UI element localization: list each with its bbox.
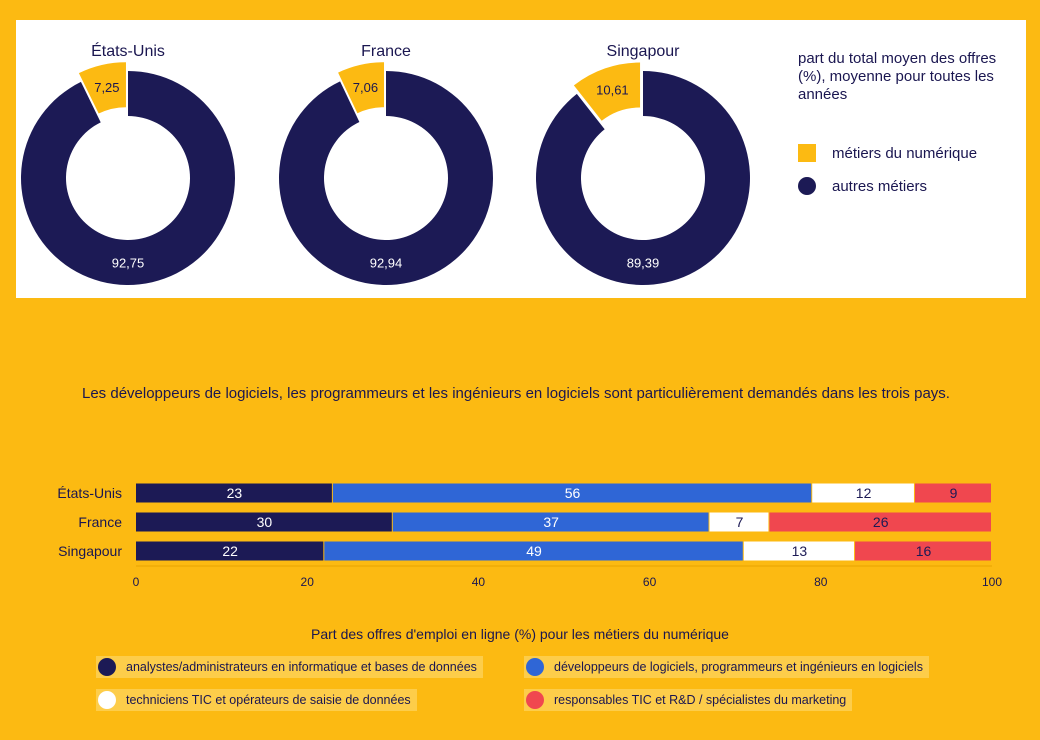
legend-swatch-digital xyxy=(798,144,816,162)
donut-label-digital: 10,61 xyxy=(596,83,629,98)
bar-segment-label: 49 xyxy=(526,543,542,559)
bar-segment xyxy=(743,541,855,561)
x-tick-label: 60 xyxy=(643,575,657,589)
bar-segment-label: 13 xyxy=(792,543,808,559)
donut-label-other: 89,39 xyxy=(627,256,660,271)
bar-legend-label-3: techniciens TIC et opérateurs de saisie … xyxy=(126,693,411,707)
donut-slice-digital xyxy=(78,62,126,114)
bar-legend-dot-1 xyxy=(98,658,116,676)
donut-slice-other xyxy=(279,71,494,285)
bar-segment-label: 16 xyxy=(916,543,932,559)
bar-legend-item-4: responsables TIC et R&D / spécialistes d… xyxy=(524,689,853,711)
bar-category-label: France xyxy=(78,514,122,530)
bar-segment-label: 23 xyxy=(227,485,243,501)
bar-segment-label: 22 xyxy=(222,543,238,559)
stacked-bar-chart: États-Unis 23 56 12 9 France 30 37 7 26 Singapour 2… xyxy=(57,483,1002,589)
x-tick-label: 40 xyxy=(472,575,486,589)
bar-segment-label: 26 xyxy=(873,514,889,530)
bar-legend-dot-2 xyxy=(526,658,544,676)
donut-label-digital: 7,06 xyxy=(353,80,378,95)
donut-slice-other xyxy=(20,71,235,285)
legend-label-other: autres métiers xyxy=(832,177,928,195)
bar-segment-label: 7 xyxy=(736,514,744,530)
donut-title: États-Unis xyxy=(91,41,165,60)
donut-1: États-Unis 7,25 92,75 xyxy=(20,41,235,285)
legend-swatch-other xyxy=(798,177,816,195)
bar-legend-dot-4 xyxy=(526,691,544,709)
donut-2: France 7,06 92,94 xyxy=(279,43,494,285)
x-tick-label: 0 xyxy=(133,575,140,589)
donut-title: France xyxy=(361,43,411,60)
donut-3: Singapour 10,61 89,39 xyxy=(536,43,751,285)
bar-segment xyxy=(136,483,332,503)
bar-segment xyxy=(324,541,743,561)
legend-item-digital: métiers du numérique xyxy=(798,144,977,162)
bar-chart-headline: Les développeurs de logiciels, les progr… xyxy=(82,385,950,402)
donut-label-digital: 7,25 xyxy=(94,80,119,95)
bar-legend-item-2: développeurs de logiciels, programmeurs … xyxy=(524,656,929,678)
bar-segment xyxy=(812,483,914,503)
donut-title: Singapour xyxy=(607,43,681,60)
bar-segment-label: 12 xyxy=(856,485,872,501)
x-tick-label: 100 xyxy=(982,575,1002,589)
legend-label-digital: métiers du numérique xyxy=(832,144,978,162)
bar-legend-label-1: analystes/administrateurs en informatiqu… xyxy=(126,660,477,674)
donut-label-other: 92,75 xyxy=(112,256,145,271)
donut-slice-other xyxy=(536,71,751,285)
bar-category-label: Singapour xyxy=(58,543,122,559)
x-tick-label: 80 xyxy=(814,575,828,589)
donut-legend-title: part du total moyen des offres (%), moye… xyxy=(798,50,997,103)
bar-segment xyxy=(709,512,769,532)
bar-category-label: États-Unis xyxy=(57,485,122,501)
x-tick-label: 20 xyxy=(301,575,315,589)
bar-segment-label: 30 xyxy=(257,514,273,530)
bar-segment-label: 37 xyxy=(543,514,559,530)
bar-segment xyxy=(769,512,991,532)
bar-segment xyxy=(332,483,812,503)
donut-slice-digital xyxy=(338,62,385,114)
donut-charts: États-Unis 7,25 92,75 France 7,06 92,94 Singap… xyxy=(20,41,751,285)
bar-legend-item-3: techniciens TIC et opérateurs de saisie … xyxy=(96,689,417,711)
bar-legend-label-2: développeurs de logiciels, programmeurs … xyxy=(554,660,923,674)
bar-legend-item-1: analystes/administrateurs en informatiqu… xyxy=(96,656,483,678)
bar-legend-dot-3 xyxy=(98,691,116,709)
bar-segment xyxy=(392,512,709,532)
donut-panel: États-Unis 7,25 92,75 France 7,06 92,94 Singap… xyxy=(16,20,1026,298)
bar-segment xyxy=(136,541,324,561)
bar-chart-caption: Part des offres d'emploi en ligne (%) po… xyxy=(311,626,729,642)
donut-slice-digital xyxy=(573,62,641,121)
bar-segment xyxy=(855,541,991,561)
bar-segment-label: 9 xyxy=(950,485,958,501)
donut-label-other: 92,94 xyxy=(370,256,403,271)
bar-legend-label-4: responsables TIC et R&D / spécialistes d… xyxy=(554,693,847,707)
legend-item-other: autres métiers xyxy=(798,177,927,195)
bar-segment xyxy=(136,512,392,532)
bar-segment xyxy=(914,483,991,503)
bar-segment-label: 56 xyxy=(565,485,581,501)
